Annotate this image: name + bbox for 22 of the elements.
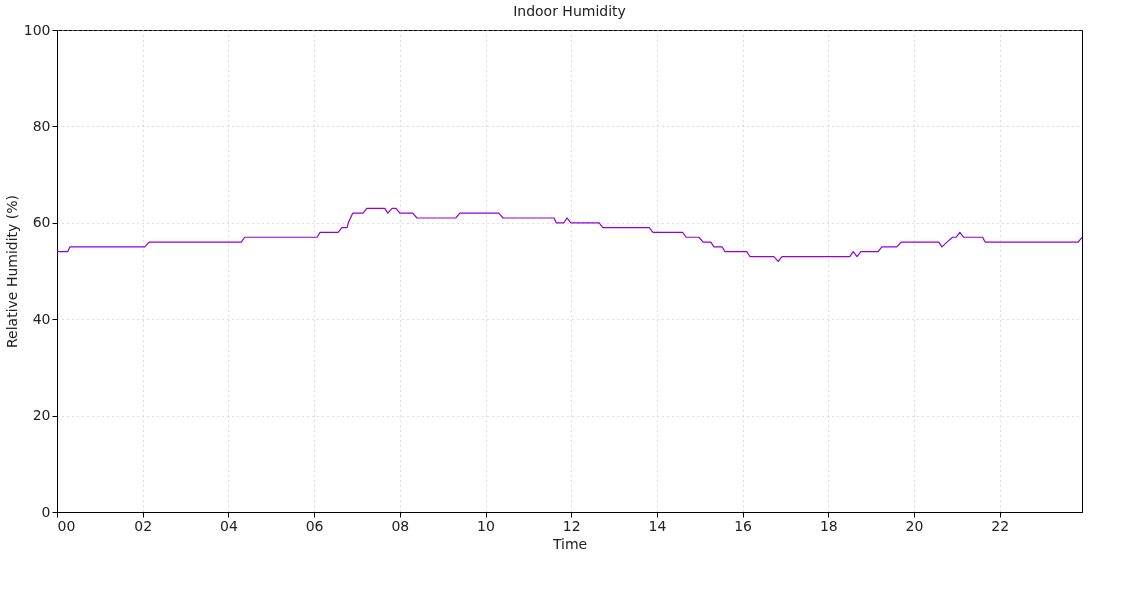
y-tick-label: 40 <box>32 310 51 327</box>
x-tick-label: 08 <box>391 517 410 534</box>
x-tick-label: 06 <box>305 517 324 534</box>
y-tick-label: 100 <box>23 21 51 38</box>
x-tick-label: 02 <box>134 517 153 534</box>
y-tick-label: 60 <box>32 214 51 231</box>
y-tick-label: 0 <box>41 503 51 520</box>
chart-title: Indoor Humidity <box>513 3 626 19</box>
x-tick-label: 00 <box>57 517 76 534</box>
x-tick-label: 22 <box>991 517 1010 534</box>
x-axis-title: Time <box>551 535 588 552</box>
x-tick-label: 12 <box>562 517 581 534</box>
x-tick-label: 20 <box>905 517 924 534</box>
x-tick-label: 16 <box>734 517 753 534</box>
y-tick-label: 80 <box>32 117 51 134</box>
y-axis-title: Relative Humidity (%) <box>3 194 20 349</box>
x-tick-label: 04 <box>219 517 238 534</box>
x-tick-label: 10 <box>477 517 495 534</box>
x-tick-label: 14 <box>648 517 667 534</box>
line-series <box>56 207 1083 262</box>
y-tick-label: 20 <box>32 407 51 424</box>
x-tick-label: 18 <box>819 517 838 534</box>
